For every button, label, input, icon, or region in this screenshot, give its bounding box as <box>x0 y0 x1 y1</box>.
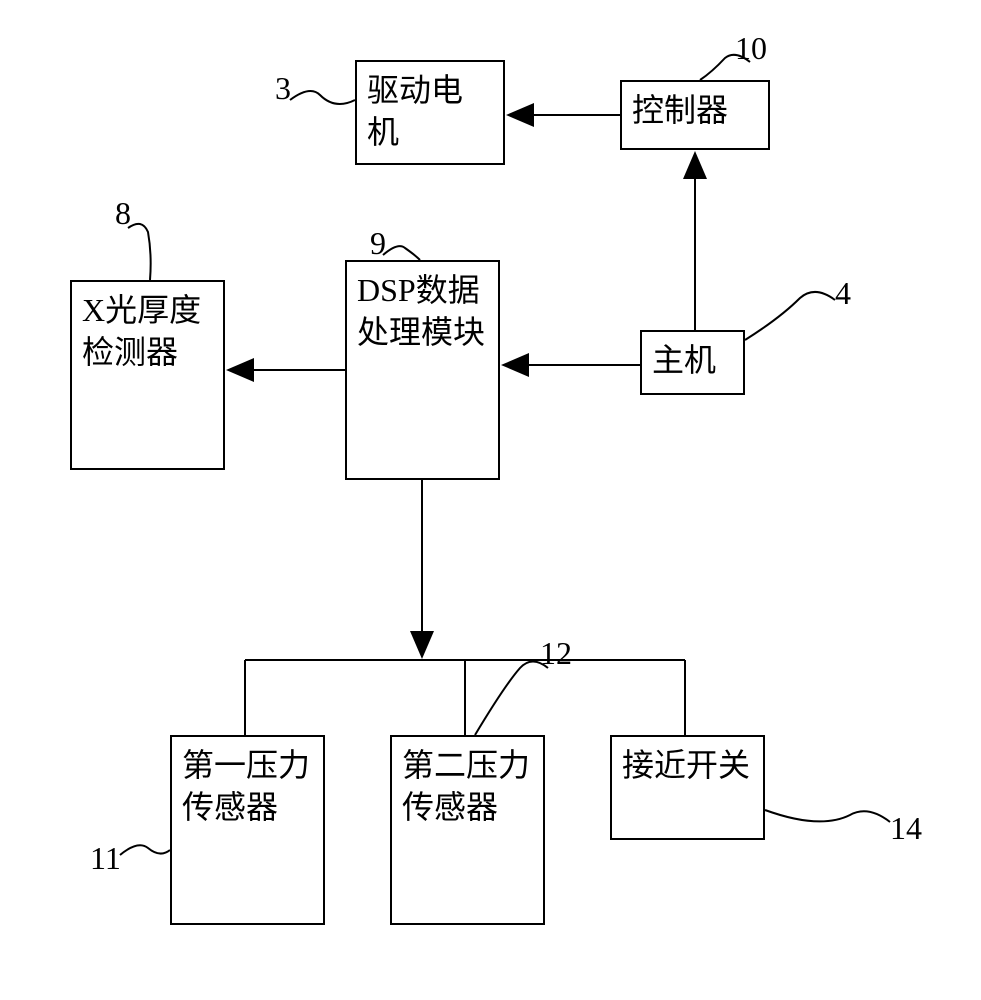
node-pressure-sensor-1: 第一压力传感器 <box>170 735 325 925</box>
leader-12 <box>475 662 548 736</box>
node-label: DSP数据处理模块 <box>357 270 488 353</box>
node-label: 控制器 <box>632 90 728 132</box>
node-label: 第二压力传感器 <box>402 745 533 828</box>
node-controller: 控制器 <box>620 80 770 150</box>
node-host: 主机 <box>640 330 745 395</box>
node-drive-motor: 驱动电机 <box>355 60 505 165</box>
ref-label-12: 12 <box>540 635 572 672</box>
ref-label-9: 9 <box>370 225 386 262</box>
node-pressure-sensor-2: 第二压力传感器 <box>390 735 545 925</box>
ref-label-10: 10 <box>735 30 767 67</box>
leader-14 <box>765 810 890 822</box>
leader-9 <box>383 246 420 260</box>
node-label: 第一压力传感器 <box>182 745 313 828</box>
ref-label-11: 11 <box>90 840 121 877</box>
ref-label-14: 14 <box>890 810 922 847</box>
node-label: 接近开关 <box>622 745 750 787</box>
ref-label-3: 3 <box>275 70 291 107</box>
leader-11 <box>120 845 170 855</box>
node-label: 主机 <box>652 340 716 382</box>
ref-label-8: 8 <box>115 195 131 232</box>
node-label: X光厚度检测器 <box>82 290 213 373</box>
leader-3 <box>290 91 355 104</box>
node-label: 驱动电机 <box>367 70 493 153</box>
node-xray-detector: X光厚度检测器 <box>70 280 225 470</box>
node-proximity-switch: 接近开关 <box>610 735 765 840</box>
node-dsp-module: DSP数据处理模块 <box>345 260 500 480</box>
ref-label-4: 4 <box>835 275 851 312</box>
leader-8 <box>128 224 151 280</box>
leader-4 <box>745 292 835 340</box>
